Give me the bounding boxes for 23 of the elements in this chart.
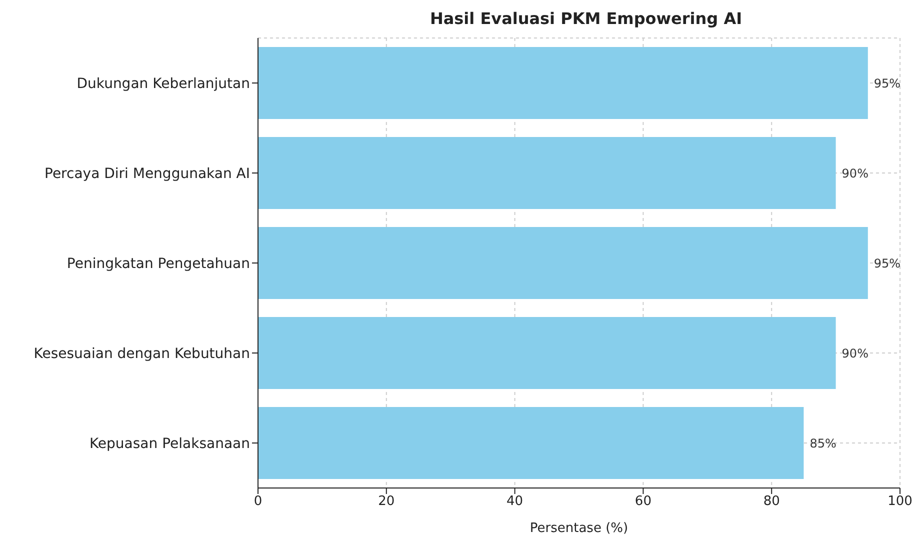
bar [258,227,868,299]
x-axis-title: Persentase (%) [530,521,628,536]
data-label: 90% [842,166,868,180]
x-tick-label: 60 [634,494,652,510]
chart-title: Hasil Evaluasi PKM Empowering AI [428,8,744,30]
data-label: 95% [874,256,901,270]
data-label: 95% [874,76,901,90]
bar [258,407,804,479]
x-tick-label: 40 [506,494,524,510]
y-tick-label: Percaya Diri Menggunakan AI [44,166,250,182]
bar [258,47,868,119]
x-tick-label: 0 [254,494,262,510]
x-tick-label: 80 [763,494,780,510]
x-tick-label: 20 [378,494,395,510]
y-tick-label: Kesesuaian dengan Kebutuhan [34,346,250,362]
y-tick-label: Kepuasan Pelaksanaan [89,436,250,452]
x-tick-label: 100 [888,494,912,510]
y-tick-label: Dukungan Keberlanjutan [76,76,250,92]
data-label: 85% [810,436,836,450]
bar [258,137,836,209]
bar [258,317,836,389]
data-label: 90% [842,346,868,360]
y-tick-label: Peningkatan Pengetahuan [66,256,250,272]
